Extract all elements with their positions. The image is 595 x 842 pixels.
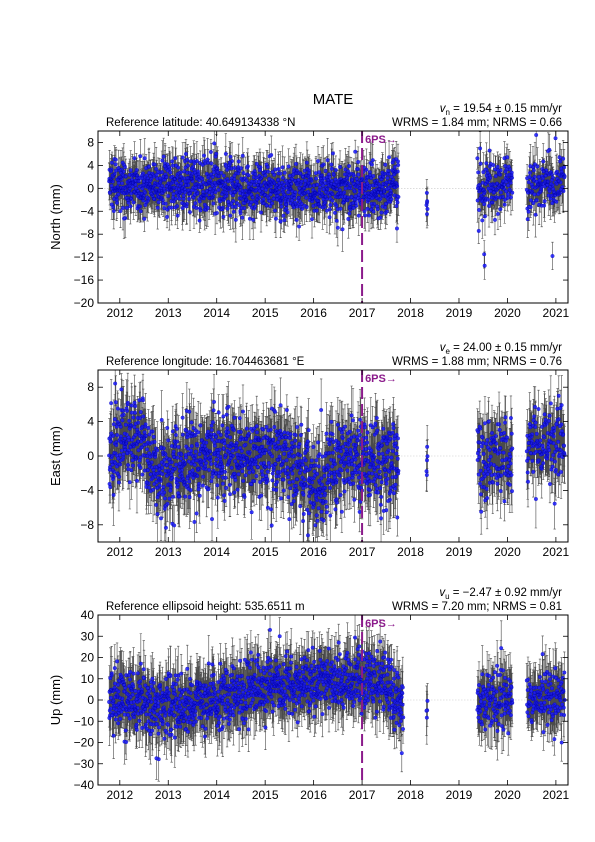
velocity-symbol: v <box>440 103 447 115</box>
panel-up: Reference ellipsoid height: 535.6511 m WR… <box>48 587 570 802</box>
y-axis-label: North (mm) <box>48 184 63 250</box>
y-tick-label: −20 <box>74 296 95 310</box>
x-tick-label: 2019 <box>446 788 473 802</box>
y-tick-label: −40 <box>74 778 95 792</box>
x-tick-label: 2019 <box>446 306 473 320</box>
x-tick-label: 2015 <box>252 788 279 802</box>
x-tick-label: 2019 <box>446 545 473 559</box>
y-tick-label: −8 <box>80 518 94 532</box>
y-tick-label: 10 <box>81 672 95 686</box>
x-tick-label: 2017 <box>349 306 376 320</box>
y-tick-label: −8 <box>80 227 94 241</box>
x-tick-label: 2015 <box>252 545 279 559</box>
y-tick-label: 40 <box>81 608 95 622</box>
x-tick-label: 2016 <box>300 306 327 320</box>
y-tick-label: −4 <box>80 483 94 497</box>
velocity-symbol: v <box>440 342 447 354</box>
reference-label: Reference latitude: 40.649134338 °N <box>106 117 295 129</box>
y-tick-label: −4 <box>80 204 94 218</box>
x-tick-label: 2012 <box>106 788 133 802</box>
x-tick-label: 2015 <box>252 306 279 320</box>
x-tick-label: 2018 <box>397 788 424 802</box>
event-label: 6PS→ <box>365 618 397 630</box>
x-tick-label: 2018 <box>397 545 424 559</box>
x-tick-label: 2016 <box>300 788 327 802</box>
y-tick-label: 0 <box>87 181 94 195</box>
point-markers <box>107 133 567 268</box>
x-tick-label: 2014 <box>203 788 230 802</box>
y-tick-label: 8 <box>87 380 94 394</box>
velocity-symbol: v <box>439 587 446 599</box>
x-tick-label: 2017 <box>349 545 376 559</box>
x-tick-label: 2021 <box>543 545 570 559</box>
velocity-subscript: e <box>445 347 450 356</box>
x-tick-label: 2014 <box>203 306 230 320</box>
velocity-value: = 19.54 ± 0.15 mm/yr <box>450 103 562 115</box>
x-tick-label: 2020 <box>494 788 521 802</box>
station-title: MATE <box>313 91 354 108</box>
stats-label: WRMS = 1.84 mm; NRMS = 0.66 <box>392 117 562 129</box>
event-arrow: → <box>386 134 397 146</box>
data-points <box>107 370 567 542</box>
data-points <box>107 615 567 782</box>
velocity-subscript: n <box>445 108 449 117</box>
y-tick-label: 0 <box>87 693 94 707</box>
x-tick-label: 2014 <box>203 545 230 559</box>
panel-east: Reference longitude: 16.704463681 °E WRMS… <box>48 342 570 559</box>
y-tick-label: −16 <box>74 273 95 287</box>
event-arrow: → <box>386 373 397 385</box>
x-tick-label: 2013 <box>155 788 182 802</box>
x-tick-label: 2021 <box>543 306 570 320</box>
y-tick-label: −12 <box>74 250 95 264</box>
data-points <box>107 131 567 280</box>
plot-frame <box>97 130 569 304</box>
y-tick-label: 4 <box>87 415 94 429</box>
event-label: 6PS→ <box>365 134 397 146</box>
point-markers <box>107 627 567 762</box>
x-tick-label: 2013 <box>155 545 182 559</box>
event-arrow: → <box>386 618 397 630</box>
x-tick-label: 2016 <box>300 545 327 559</box>
y-tick-label: −30 <box>74 757 95 771</box>
y-tick-label: 20 <box>81 651 95 665</box>
stats-label: WRMS = 7.20 mm; NRMS = 0.81 <box>392 601 562 613</box>
y-tick-label: 4 <box>87 158 94 172</box>
velocity-value: = 24.00 ± 0.15 mm/yr <box>450 342 562 354</box>
stats-label: WRMS = 1.88 mm; NRMS = 0.76 <box>392 356 562 368</box>
velocity-label: vn = 19.54 ± 0.15 mm/yr <box>440 103 562 117</box>
event-label: 6PS→ <box>365 373 397 385</box>
velocity-label: vu = −2.47 ± 0.92 mm/yr <box>439 587 562 601</box>
velocity-subscript: u <box>445 592 449 601</box>
point-markers <box>107 381 567 538</box>
x-tick-label: 2017 <box>349 788 376 802</box>
x-tick-label: 2012 <box>106 545 133 559</box>
x-tick-label: 2021 <box>543 788 570 802</box>
y-axis-label: East (mm) <box>48 426 63 486</box>
x-tick-label: 2013 <box>155 306 182 320</box>
y-axis-label: Up (mm) <box>48 675 63 726</box>
velocity-value: = −2.47 ± 0.92 mm/yr <box>450 587 563 599</box>
y-tick-label: −10 <box>74 714 95 728</box>
y-tick-label: 30 <box>81 629 95 643</box>
y-tick-label: 8 <box>87 135 94 149</box>
panel-north: Reference latitude: 40.649134338 °N WRMS … <box>48 103 570 320</box>
x-tick-label: 2020 <box>494 545 521 559</box>
velocity-label: ve = 24.00 ± 0.15 mm/yr <box>440 342 562 356</box>
reference-label: Reference longitude: 16.704463681 °E <box>106 356 305 368</box>
x-tick-label: 2012 <box>106 306 133 320</box>
y-tick-label: −20 <box>74 736 95 750</box>
reference-label: Reference ellipsoid height: 535.6511 m <box>106 601 305 613</box>
x-tick-label: 2020 <box>494 306 521 320</box>
x-tick-label: 2018 <box>397 306 424 320</box>
y-tick-label: 0 <box>87 449 94 463</box>
panels: Reference latitude: 40.649134338 °N WRMS … <box>48 103 570 802</box>
